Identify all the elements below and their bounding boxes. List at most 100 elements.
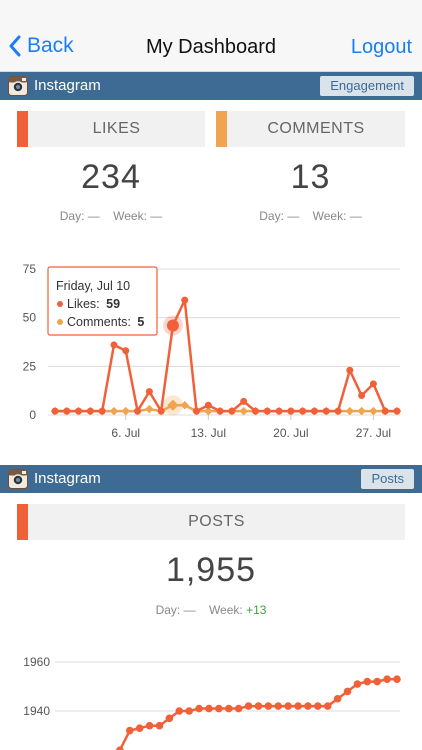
posts-point bbox=[244, 702, 253, 710]
posts-point bbox=[353, 680, 362, 688]
week-value: +13 bbox=[246, 603, 267, 617]
posts-count: 1,955 bbox=[165, 551, 257, 589]
section-header-posts: Instagram Posts bbox=[0, 465, 422, 493]
likes-point bbox=[310, 407, 318, 415]
tooltip-comments-label: Comments: bbox=[67, 315, 131, 329]
comments-point bbox=[345, 406, 355, 416]
back-label: Back bbox=[27, 34, 74, 57]
likes-point bbox=[369, 380, 377, 388]
comments-point bbox=[357, 406, 366, 416]
posts-point bbox=[304, 702, 312, 710]
tooltip-likes-label: Likes: bbox=[67, 297, 100, 311]
engagement-tab-button[interactable]: Engagement bbox=[320, 76, 414, 96]
y-tick-label: 50 bbox=[23, 311, 37, 325]
likes-series-line bbox=[55, 298, 397, 413]
y-tick-label: 1940 bbox=[23, 704, 50, 718]
likes-point bbox=[263, 407, 271, 415]
posts-point bbox=[175, 707, 184, 715]
chevron-left-icon bbox=[9, 35, 21, 57]
tooltip-comments-value: 5 bbox=[137, 315, 144, 329]
posts-point bbox=[343, 687, 352, 696]
likes-point bbox=[98, 407, 106, 415]
x-tick-label: 20. Jul bbox=[273, 426, 308, 440]
tooltip-likes-value: 59 bbox=[106, 297, 120, 311]
likes-point bbox=[181, 296, 189, 304]
posts-point bbox=[135, 724, 144, 732]
comments-point bbox=[167, 399, 179, 411]
svg-text:Comments: 5: Comments: 5 bbox=[67, 315, 144, 329]
section-name: Instagram bbox=[34, 77, 101, 94]
engagement-chart[interactable]: 0 25 50 75 6. Jul 13. Jul 20. Jul 27. Jul Frid… bbox=[0, 252, 422, 442]
posts-point bbox=[165, 714, 174, 723]
posts-tab-button[interactable]: Posts bbox=[361, 469, 414, 489]
posts-point bbox=[195, 704, 203, 713]
posts-point bbox=[323, 702, 332, 710]
comments-tab[interactable]: COMMENTS bbox=[216, 111, 405, 147]
y-tick-label: 0 bbox=[29, 408, 36, 422]
day-value: — bbox=[287, 209, 300, 223]
y-tick-label: 25 bbox=[23, 359, 37, 373]
posts-accent bbox=[17, 504, 28, 540]
likes-point bbox=[287, 407, 295, 415]
instagram-icon bbox=[8, 469, 28, 489]
likes-accent bbox=[17, 111, 28, 147]
y-tick-label: 1960 bbox=[23, 655, 50, 669]
posts-point bbox=[254, 702, 263, 710]
x-tick-label: 27. Jul bbox=[356, 426, 391, 440]
likes-point bbox=[299, 407, 307, 415]
posts-point bbox=[314, 702, 322, 710]
day-label: Day: bbox=[259, 209, 284, 223]
likes-point bbox=[216, 407, 224, 415]
posts-point bbox=[215, 704, 223, 713]
likes-point bbox=[63, 407, 71, 415]
posts-point bbox=[116, 746, 124, 750]
likes-point bbox=[204, 401, 212, 409]
chart-tooltip: Friday, Jul 10 Likes: 59 Comments: 5 bbox=[47, 266, 158, 336]
likes-point bbox=[157, 407, 165, 415]
comments-count: 13 bbox=[290, 158, 331, 196]
comments-point bbox=[121, 406, 131, 416]
likes-point bbox=[322, 407, 330, 415]
likes-tab[interactable]: LIKES bbox=[17, 111, 205, 147]
likes-point bbox=[275, 407, 283, 415]
posts-point bbox=[274, 702, 283, 710]
y-tick-label: 75 bbox=[23, 262, 37, 276]
likes-point bbox=[358, 392, 366, 400]
posts-label: POSTS bbox=[188, 513, 245, 530]
posts-point bbox=[333, 694, 342, 703]
posts-point bbox=[363, 677, 372, 686]
likes-point bbox=[75, 407, 83, 415]
likes-point bbox=[134, 407, 142, 415]
week-label: Week: bbox=[208, 603, 243, 617]
back-button[interactable]: Back bbox=[8, 34, 74, 58]
posts-point bbox=[125, 726, 134, 735]
posts-tab[interactable]: POSTS bbox=[17, 504, 405, 540]
posts-point bbox=[145, 721, 154, 730]
day-value: — bbox=[183, 603, 196, 617]
posts-point bbox=[155, 721, 164, 730]
comments-point bbox=[145, 404, 154, 414]
x-tick-label: 6. Jul bbox=[111, 426, 140, 440]
likes-point bbox=[346, 366, 354, 374]
likes-point bbox=[334, 407, 342, 415]
posts-point bbox=[224, 704, 233, 713]
posts-series-line bbox=[118, 677, 397, 750]
posts-point bbox=[284, 702, 292, 710]
x-tick-label: 13. Jul bbox=[191, 426, 226, 440]
tooltip-date: Friday, Jul 10 bbox=[56, 279, 130, 293]
comments-point bbox=[369, 406, 378, 416]
day-label: Day: bbox=[59, 209, 85, 223]
likes-point bbox=[110, 341, 118, 349]
likes-point bbox=[393, 407, 401, 415]
likes-point bbox=[251, 407, 259, 415]
likes-point bbox=[381, 407, 389, 415]
posts-point bbox=[234, 704, 243, 713]
instagram-icon bbox=[8, 76, 28, 96]
comments-label: COMMENTS bbox=[267, 120, 365, 137]
posts-chart[interactable]: 1940 1960 bbox=[0, 640, 422, 750]
posts-point bbox=[373, 677, 382, 686]
likes-point bbox=[145, 388, 153, 396]
posts-sub-stats: Day: — Week: +13 bbox=[17, 603, 405, 617]
logout-button[interactable]: Logout bbox=[350, 36, 412, 58]
posts-point bbox=[393, 675, 401, 683]
